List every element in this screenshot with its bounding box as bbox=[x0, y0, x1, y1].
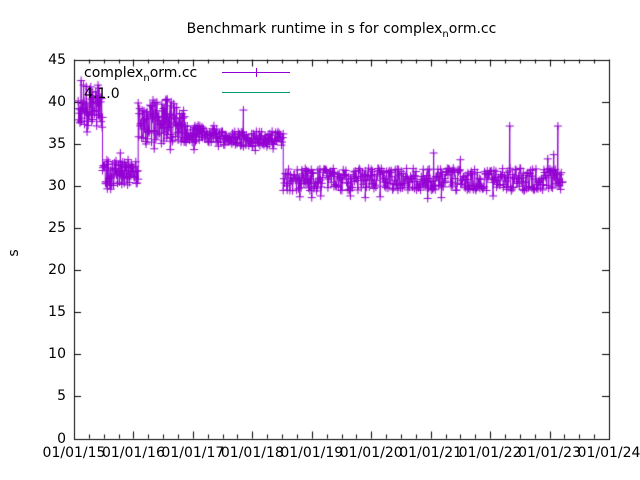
y-axis-label: s bbox=[6, 249, 22, 257]
chart-title-text: Benchmark runtime in s for complex bbox=[186, 21, 443, 37]
x-tick-label: 01/01/16 bbox=[101, 445, 165, 461]
x-tick-label: 01/01/23 bbox=[518, 445, 581, 461]
y-tick-label: 5 bbox=[57, 388, 66, 405]
y-tick-label: 40 bbox=[48, 93, 66, 110]
y-tick-label: 0 bbox=[57, 430, 66, 447]
y-tick-label: 45 bbox=[48, 51, 66, 68]
x-tick-label: 01/01/24 bbox=[577, 445, 640, 461]
x-tick-label: 01/01/17 bbox=[161, 445, 225, 461]
x-tick-label: 01/01/21 bbox=[399, 445, 463, 461]
x-tick-label: 01/01/18 bbox=[220, 445, 284, 461]
y-tick-label: 25 bbox=[48, 219, 66, 236]
x-tick-label: 01/01/20 bbox=[339, 445, 403, 461]
legend-sample-reference-line bbox=[222, 88, 290, 97]
legend-sample-series-line bbox=[222, 68, 290, 77]
x-tick-label: 01/01/22 bbox=[458, 445, 522, 461]
legend-label-series: complexnorm.cc bbox=[84, 65, 198, 84]
y-tick-label: 20 bbox=[48, 262, 66, 279]
chart-title: Benchmark runtime in s for complexnorm.c… bbox=[74, 21, 609, 40]
legend-series-plus-marker-vertical bbox=[256, 68, 257, 77]
y-tick-label: 35 bbox=[48, 135, 66, 152]
y-tick-label: 30 bbox=[48, 177, 66, 194]
x-tick-label: 01/01/15 bbox=[42, 445, 106, 461]
y-tick-label: 15 bbox=[48, 304, 66, 321]
x-tick-label: 01/01/19 bbox=[280, 445, 344, 461]
chart-title-subscript: n bbox=[442, 28, 449, 40]
chart-title-text-tail: orm.cc bbox=[448, 21, 497, 37]
legend-label-reference: 4.1.0 bbox=[84, 86, 120, 102]
legend-reference-line bbox=[222, 92, 290, 93]
y-tick-label: 10 bbox=[48, 346, 66, 363]
